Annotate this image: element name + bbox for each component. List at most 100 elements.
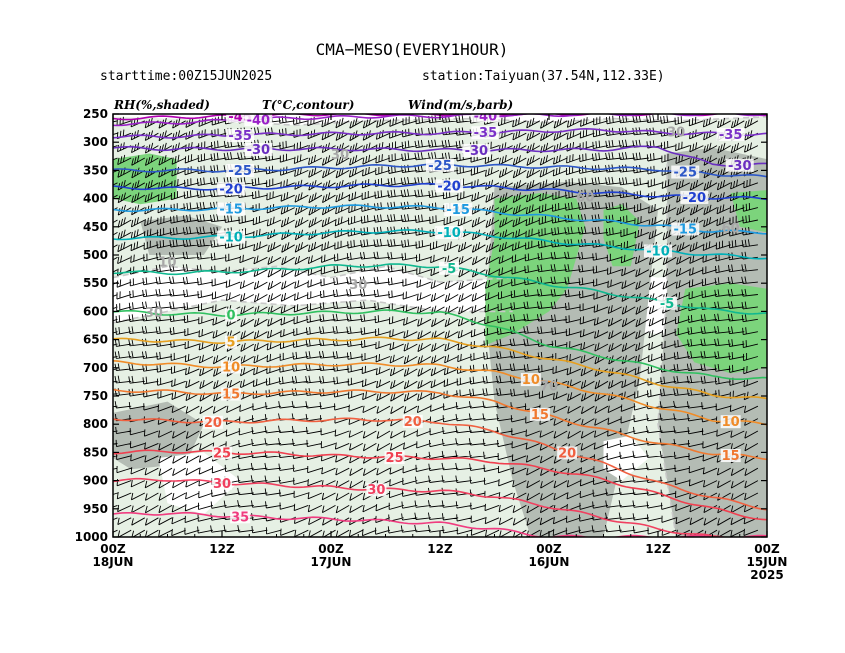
rh-label: 10 (158, 255, 176, 270)
x-tick-label: 12Z (427, 542, 453, 556)
temperature-label: -15 (446, 203, 470, 218)
temperature-label: -20 (437, 179, 461, 194)
temperature-label: 10 (522, 373, 540, 388)
temperature-label: -25 (428, 159, 452, 174)
temperature-label: -5 (442, 262, 456, 277)
legend-wind: Wind(m/s,barb) (408, 98, 513, 112)
temperature-label-bg (244, 142, 273, 156)
temperature-label-bg (557, 446, 578, 460)
temperature-label: -10 (437, 226, 461, 241)
temperature-label-bg (366, 483, 387, 497)
temperature-label: 35 (231, 510, 249, 525)
temperature-label: -15 (219, 203, 243, 218)
temperature-contour (113, 336, 767, 400)
y-tick-label: 550 (83, 276, 108, 290)
y-tick-label: 800 (83, 417, 108, 431)
temperature-label: -40 (474, 109, 498, 124)
temperature-label: 15 (531, 408, 549, 423)
temperature-label-bg (244, 114, 273, 127)
x-tick-label: 12Z (645, 542, 671, 556)
x-tick-label: 12Z (209, 542, 235, 556)
temperature-label: -20 (683, 191, 707, 206)
x-tick-label: 00Z (100, 542, 126, 556)
temperature-label-bg (212, 476, 232, 490)
temperature-label-bg (462, 144, 491, 158)
temperature-label: 10 (222, 360, 240, 375)
temperature-label-bg (529, 407, 550, 421)
temperature-label: -5 (660, 297, 674, 312)
temperature-labels: -45-40 -40-35 -35 -35-30 -30-30-25 -25 -25-20-… (202, 109, 754, 525)
y-tick-label: 950 (83, 502, 108, 516)
temperature-label: 20 (204, 416, 222, 431)
rh-label: 70 (540, 379, 558, 394)
temperature-label: 30 (213, 477, 231, 492)
temperature-label-bg (671, 165, 700, 179)
temperature-label-bg (439, 261, 460, 275)
y-tick-label: 900 (83, 474, 108, 488)
temperature-label-bg (520, 373, 541, 387)
temperature-label: -25 (674, 166, 698, 181)
x-tick-label: 00Z (754, 542, 780, 556)
temperature-label-bg (720, 415, 741, 429)
temperature-label: 5 (227, 336, 236, 351)
temperature-label-bg (402, 414, 423, 428)
y-tick-label: 600 (83, 304, 108, 318)
temperature-label-bg (217, 182, 246, 196)
temperature-label-bg (680, 190, 709, 204)
temperature-label-bg (226, 164, 255, 178)
temperature-label: -45 (228, 110, 252, 125)
temperature-label: 20 (558, 446, 576, 461)
temperature-label: 25 (386, 451, 404, 466)
x-tick-label: 00Z (536, 542, 562, 556)
wind-barb (113, 114, 759, 537)
rh-contour-line (657, 153, 677, 537)
temperature-label: 15 (722, 449, 740, 464)
temperature-label: -10 (219, 231, 243, 246)
temperature-contour (113, 309, 767, 380)
y-tick-label: 650 (83, 333, 108, 347)
temperature-label: -10 (646, 244, 670, 259)
temperature-label: -30 (728, 159, 752, 174)
rh-contour-line (203, 116, 767, 127)
x-tick-label: 00Z (318, 542, 344, 556)
wind-barbs (113, 114, 759, 537)
temperature-label-bg (230, 510, 251, 524)
y-tick-label: 700 (83, 361, 108, 375)
rh-region-gt80 (676, 283, 767, 374)
temperature-label-bg (225, 308, 238, 322)
temperature-label-bg (221, 387, 242, 401)
temperature-contour (113, 127, 767, 139)
rh-label: 30 (331, 148, 349, 163)
y-tick-label: 300 (83, 135, 108, 149)
temperature-label-bg (221, 360, 242, 374)
temperature-label: -15 (674, 222, 698, 237)
chart-subtitle-station: station:Taiyuan(37.54N,112.33E) (422, 69, 665, 84)
y-axis: 2503003504004505005506006507007508008509… (75, 107, 767, 544)
temperature-contour (113, 511, 767, 537)
temperature-label-bg (644, 244, 672, 258)
x-tick-label: 18JUN (93, 555, 134, 569)
rh-label: 30 (667, 126, 685, 141)
temperature-label-bg (217, 230, 246, 244)
temperature-label-bg (226, 129, 255, 143)
temperature-label: 20 (404, 415, 422, 430)
temperature-label: -35 (719, 128, 743, 143)
rh-label: 30 (145, 306, 163, 321)
temperature-label: -30 (465, 144, 489, 159)
temperature-label-bg (435, 179, 464, 193)
rh-label: 30 (349, 278, 367, 293)
y-tick-label: 350 (83, 163, 108, 177)
legend-temperature: T(°C,contour) (262, 98, 354, 112)
x-tick-label: 17JUN (311, 555, 352, 569)
y-tick-label: 1000 (75, 530, 108, 544)
temperature-label: -25 (228, 164, 252, 179)
y-tick-label: 250 (83, 107, 108, 121)
temperature-label-bg (725, 158, 754, 172)
legend-rh: RH(%,shaded) (113, 98, 210, 112)
temperature-label: 0 (227, 309, 236, 324)
temperature-label: -30 (247, 143, 271, 158)
y-tick-label: 450 (83, 220, 108, 234)
